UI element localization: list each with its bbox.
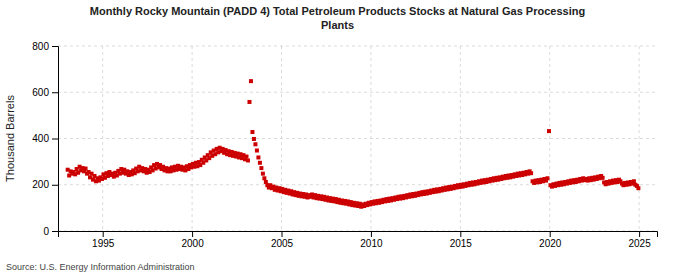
point (258, 161, 262, 165)
x-axis-tick: 2020 (539, 231, 562, 249)
point (247, 100, 251, 104)
y-axis-tick-label: 400 (32, 133, 49, 144)
x-axis-tick-mark (103, 231, 104, 237)
x-axis-tick: 2010 (360, 231, 383, 249)
x-axis-tick: 2015 (450, 231, 473, 249)
x-axis-tick-label: 2010 (360, 238, 383, 249)
x-axis-tick-label: 2015 (450, 238, 473, 249)
point (255, 149, 259, 153)
x-axis-tick-mark (192, 231, 193, 237)
x-axis: 1995 2000 2005 2010 2015 2020 2025 (59, 231, 658, 249)
x-axis-tick: 1995 (92, 231, 115, 249)
chart-container: Monthly Rocky Mountain (PADD 4) Total Pe… (0, 0, 675, 275)
x-axis-tick-mark (639, 231, 640, 237)
x-axis-tick-label: 1995 (92, 238, 115, 249)
point (632, 179, 636, 183)
chart-title-line: Plants (321, 19, 354, 31)
point (246, 158, 250, 162)
y-axis-tick-mark (52, 139, 58, 140)
grid-line-x (639, 46, 640, 231)
point (601, 176, 605, 180)
grid (58, 46, 657, 231)
x-axis-tick-mark (371, 231, 372, 237)
source-annotation: Source: U.S. Energy Information Administ… (6, 262, 195, 272)
y-axis-title: Thousand Barrels (4, 95, 16, 182)
point (252, 137, 256, 141)
plot-area: 1995 2000 2005 2010 2015 2020 2025 0 200 400 600 80… (32, 41, 657, 249)
x-axis-tick: 2000 (181, 231, 204, 249)
point (545, 176, 549, 180)
y-axis-tick: 0 (43, 226, 58, 237)
y-axis-tick-label: 600 (32, 87, 49, 98)
x-axis-tick-mark (460, 231, 461, 237)
point (250, 130, 254, 134)
point (529, 171, 533, 175)
point (261, 172, 265, 176)
point (256, 155, 260, 159)
y-axis-tick: 800 (32, 41, 58, 52)
x-axis-tick-label: 2020 (539, 238, 562, 249)
y-axis-tick: 600 (32, 87, 58, 98)
point (547, 129, 551, 133)
point (253, 142, 257, 146)
y-axis-tick-label: 800 (32, 41, 49, 52)
y-axis-tick-mark (52, 46, 58, 47)
x-axis-tick-label: 2000 (181, 238, 204, 249)
y-axis-tick: 400 (32, 133, 58, 144)
x-axis-tick-label: 2025 (628, 238, 651, 249)
x-axis-line (59, 232, 658, 238)
y-axis-tick-label: 200 (32, 179, 49, 190)
y-axis-tick: 200 (32, 179, 58, 190)
grid-line-y (58, 138, 657, 139)
grid-line-y (58, 92, 657, 93)
y-axis-tick-mark (52, 185, 58, 186)
point (244, 155, 248, 159)
point (249, 79, 253, 83)
y-axis: 0 200 400 600 800 (32, 41, 58, 237)
chart-svg: Monthly Rocky Mountain (PADD 4) Total Pe… (0, 0, 675, 275)
x-axis-tick-mark (282, 231, 283, 237)
x-axis-tick-mark (550, 231, 551, 237)
x-axis-tick: 2005 (271, 231, 294, 249)
chart-title: Monthly Rocky Mountain (PADD 4) Total Pe… (90, 5, 585, 31)
grid-line-y (58, 46, 657, 47)
y-axis-tick-label: 0 (43, 226, 49, 237)
chart-title-line: Monthly Rocky Mountain (PADD 4) Total Pe… (90, 5, 585, 17)
y-axis-line (52, 47, 59, 232)
x-axis-tick: 2025 (628, 231, 651, 249)
point (636, 186, 640, 190)
point (84, 167, 88, 171)
x-axis-tick-label: 2005 (271, 238, 294, 249)
point (262, 176, 266, 180)
y-axis-tick-mark (52, 231, 58, 232)
points (66, 79, 641, 209)
y-axis-tick-mark (52, 92, 58, 93)
point (259, 166, 263, 170)
